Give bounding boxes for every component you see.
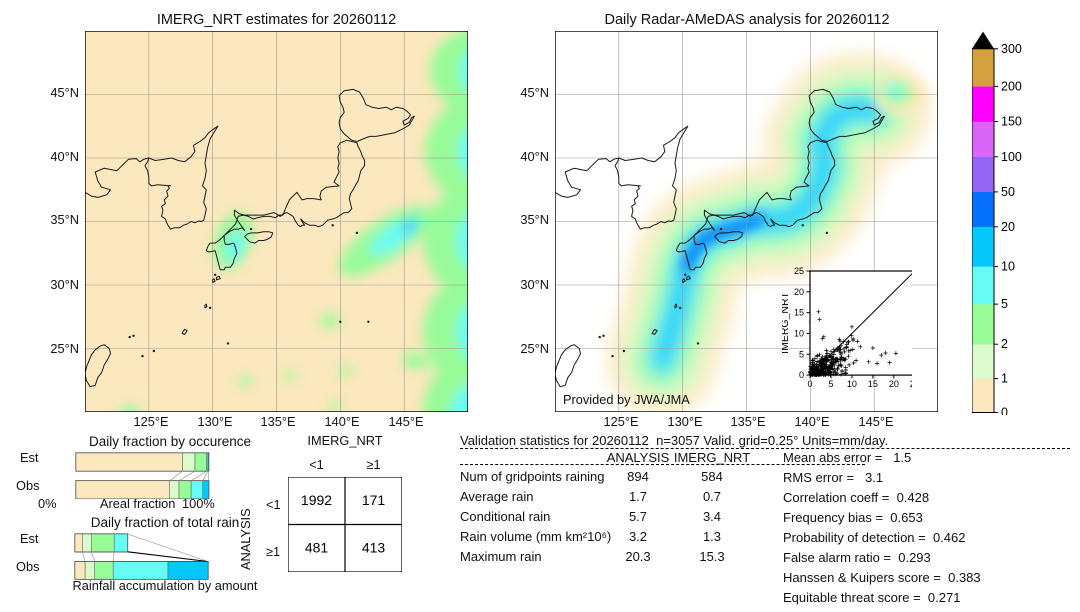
svg-text:150: 150 [1001,115,1022,129]
svg-text:0: 0 [807,379,812,389]
svg-text:171: 171 [362,492,386,508]
svg-text:5: 5 [799,349,804,359]
svg-text:1: 1 [1001,372,1008,386]
svg-text:5: 5 [828,379,833,389]
svg-text:10: 10 [847,379,857,389]
svg-text:25: 25 [910,379,912,389]
svg-text:300: 300 [1001,42,1022,56]
svg-text:15: 15 [794,308,804,318]
svg-text:10: 10 [1001,260,1015,274]
svg-text:20: 20 [794,287,804,297]
svg-text:20: 20 [1001,220,1015,234]
svg-text:100: 100 [1001,150,1022,164]
svg-text:1992: 1992 [301,492,332,508]
svg-text:ANALYSIS: ANALYSIS [837,390,888,391]
svg-text:0: 0 [799,370,804,380]
svg-text:0: 0 [1001,406,1008,415]
svg-text:20: 20 [889,379,899,389]
svg-text:5: 5 [1001,297,1008,311]
svg-text:200: 200 [1001,79,1022,93]
svg-text:50: 50 [1001,185,1015,199]
svg-text:413: 413 [362,540,386,556]
svg-text:25: 25 [794,266,804,276]
svg-text:15: 15 [868,379,878,389]
svg-text:2: 2 [1001,337,1008,351]
svg-text:10: 10 [794,328,804,338]
svg-text:IMERG_NRT: IMERG_NRT [782,292,791,354]
svg-text:481: 481 [305,540,329,556]
